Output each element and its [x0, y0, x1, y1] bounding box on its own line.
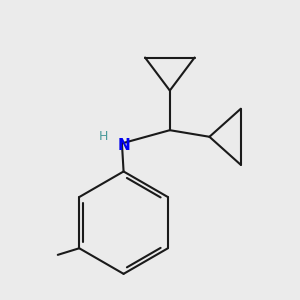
Text: N: N	[117, 137, 130, 152]
Text: H: H	[99, 130, 109, 143]
